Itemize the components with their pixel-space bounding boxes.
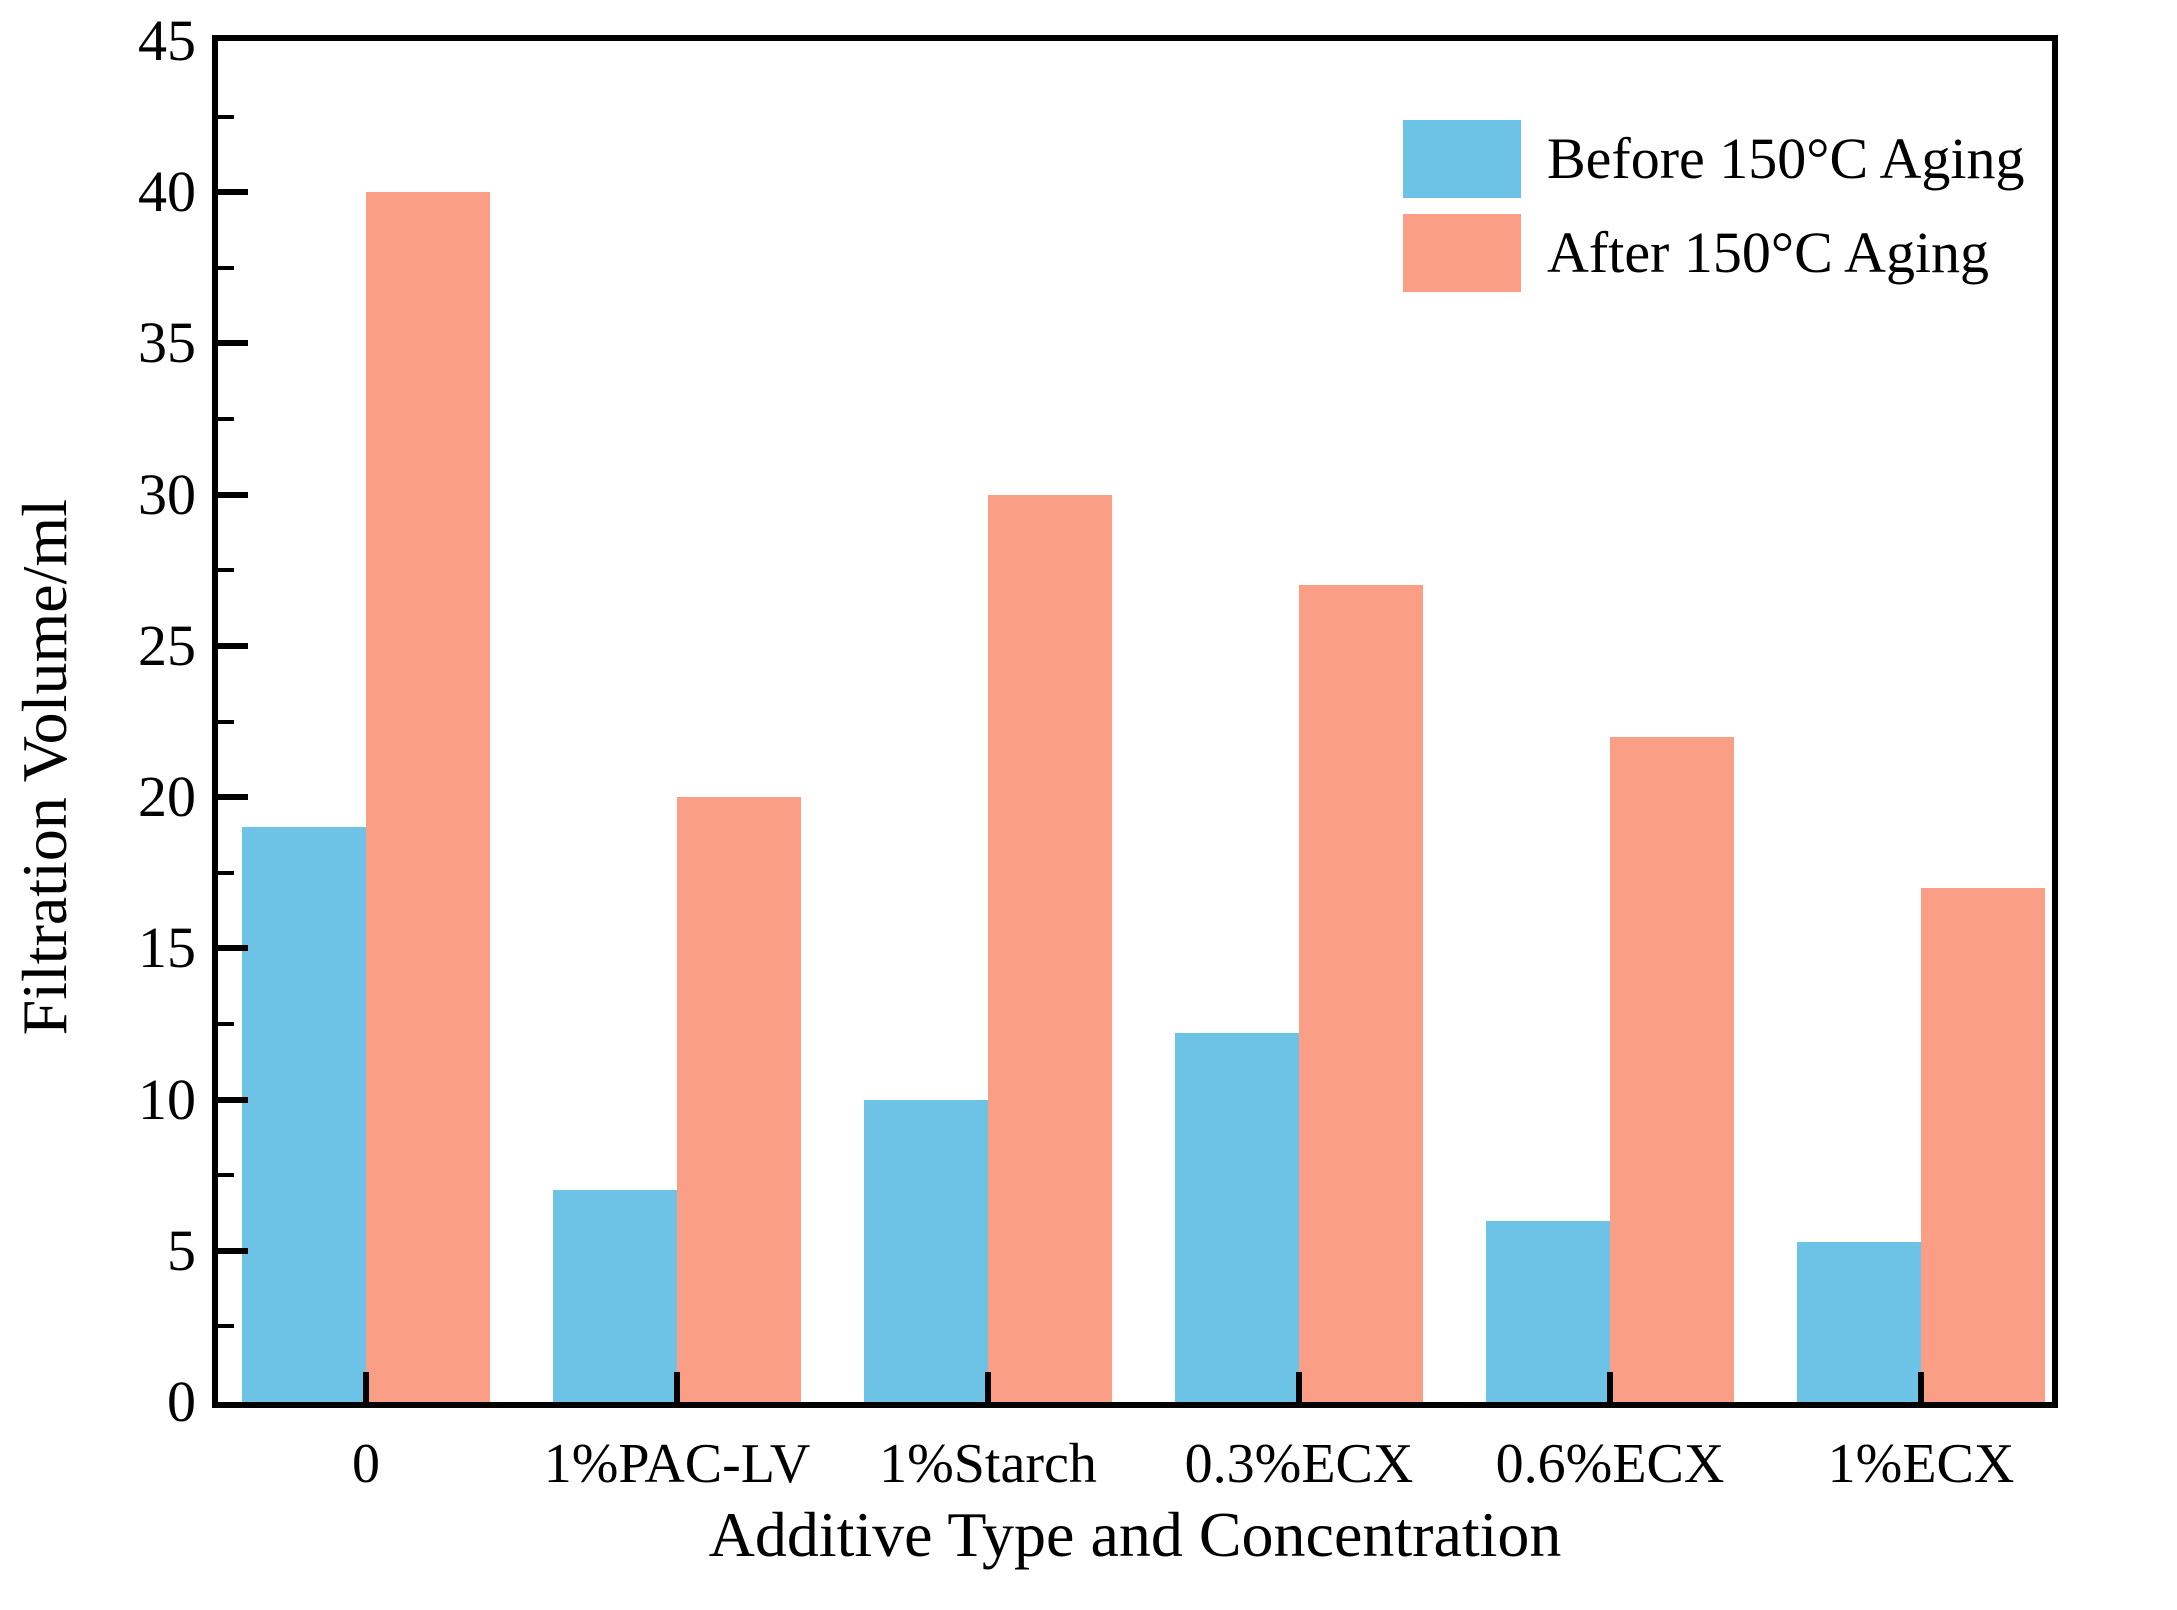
plot-area — [218, 41, 2052, 1402]
y-tick-label-25: 25 — [138, 612, 196, 678]
x-category-label-0: 0 — [352, 1433, 380, 1495]
legend-row-0: Before 150°C Aging — [1403, 119, 2024, 199]
y-tick-label-30: 30 — [138, 461, 196, 527]
y-tick-label-0: 0 — [167, 1369, 196, 1434]
plot-frame: Before 150°C Aging After 150°C Aging — [212, 35, 2058, 1408]
x-tick-0 — [363, 1372, 369, 1402]
legend: Before 150°C Aging After 150°C Aging — [1403, 119, 2024, 307]
bar-series0-cat0 — [242, 827, 366, 1402]
bar-series0-cat5 — [1797, 1241, 1921, 1402]
y-major-tick — [218, 1247, 248, 1254]
bar-series1-cat5 — [1921, 887, 2045, 1402]
y-minor-tick — [218, 1324, 234, 1329]
legend-swatch-1 — [1403, 214, 1521, 292]
y-tick-label-40: 40 — [138, 159, 196, 225]
x-tick-1 — [674, 1372, 680, 1402]
legend-label-0: Before 150°C Aging — [1547, 126, 2025, 191]
legend-swatch-0 — [1403, 120, 1521, 198]
legend-label-1: After 150°C Aging — [1547, 220, 1990, 285]
bar-series1-cat1 — [677, 797, 801, 1402]
x-tick-2 — [985, 1372, 991, 1402]
y-tick-label-45: 45 — [138, 8, 196, 73]
y-major-tick — [218, 642, 248, 649]
x-tick-5 — [1918, 1372, 1924, 1402]
y-tick-label-10: 10 — [138, 1066, 196, 1132]
y-major-tick — [218, 945, 248, 952]
y-major-tick — [218, 340, 248, 347]
y-minor-tick — [218, 265, 234, 270]
y-minor-tick — [218, 417, 234, 422]
y-minor-tick — [218, 719, 234, 724]
y-tick-label-20: 20 — [138, 764, 196, 830]
bar-series1-cat0 — [366, 192, 490, 1402]
y-minor-tick — [218, 870, 234, 875]
y-minor-tick — [218, 568, 234, 573]
x-axis-title: Additive Type and Concentration — [708, 1499, 1562, 1570]
y-tick-label-5: 5 — [167, 1217, 196, 1283]
y-tick-label-35: 35 — [138, 310, 196, 376]
y-major-tick — [218, 1096, 248, 1103]
x-category-label-5: 1%ECX — [1827, 1433, 2015, 1495]
x-tick-3 — [1296, 1372, 1302, 1402]
y-major-tick — [218, 491, 248, 498]
y-major-tick — [218, 794, 248, 801]
y-major-tick — [218, 189, 248, 196]
bar-series1-cat2 — [988, 494, 1112, 1402]
x-category-label-1: 1%PAC-LV — [543, 1433, 811, 1495]
bar-series0-cat1 — [553, 1190, 677, 1402]
bar-series1-cat4 — [1610, 736, 1734, 1402]
bar-series0-cat4 — [1486, 1220, 1610, 1402]
y-tick-label-15: 15 — [138, 915, 196, 981]
y-minor-tick — [218, 114, 234, 119]
x-category-label-4: 0.6%ECX — [1495, 1433, 1725, 1495]
x-category-label-3: 0.3%ECX — [1184, 1433, 1414, 1495]
y-minor-tick — [218, 1173, 234, 1178]
x-category-label-2: 1%Starch — [879, 1433, 1097, 1495]
bar-series1-cat3 — [1299, 585, 1423, 1402]
bar-series0-cat3 — [1175, 1033, 1299, 1402]
bar-series0-cat2 — [864, 1099, 988, 1402]
x-tick-4 — [1607, 1372, 1613, 1402]
legend-row-1: After 150°C Aging — [1403, 213, 2024, 293]
y-minor-tick — [218, 1021, 234, 1026]
